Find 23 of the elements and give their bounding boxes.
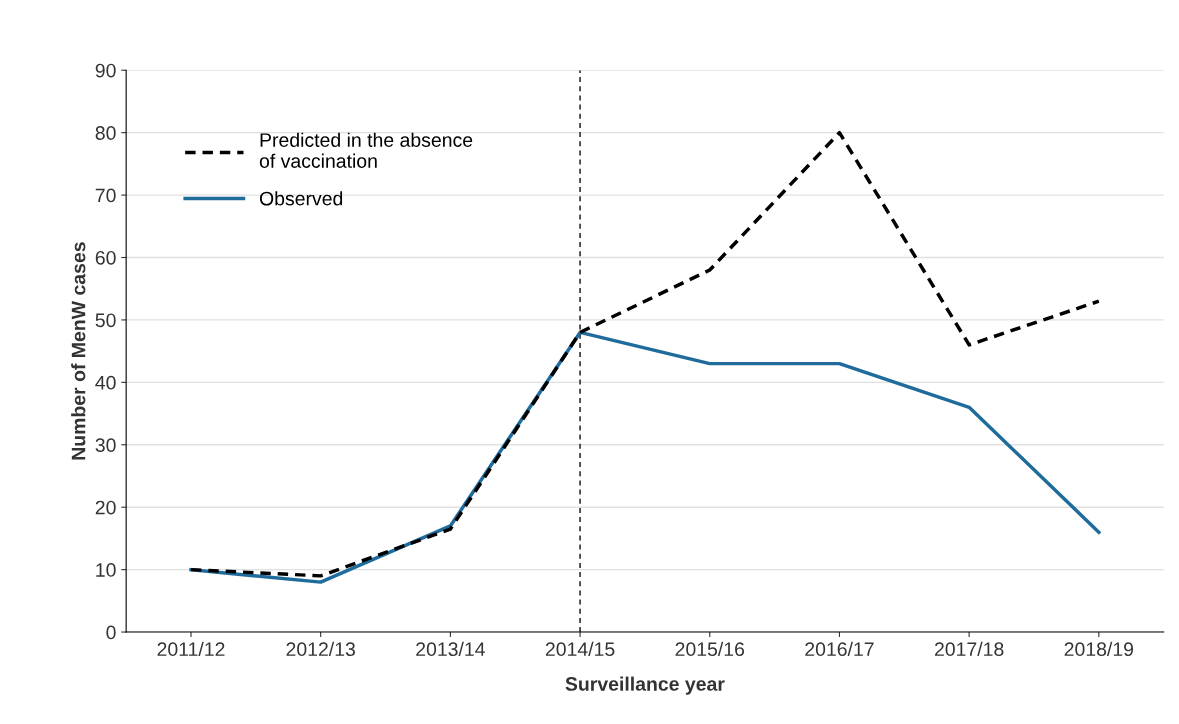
x-tick-label: 2015/16: [675, 641, 745, 657]
y-tick-label: 40: [95, 375, 116, 390]
y-tick-label: 50: [95, 313, 116, 328]
line-series: [189, 130, 1101, 578]
legend-label: Predicted in the absence of vaccination: [259, 132, 473, 168]
x-tick-label: 2013/14: [416, 641, 485, 657]
x-tick-label: 2017/18: [934, 641, 1004, 657]
x-tick-label: 2014/15: [545, 641, 615, 657]
y-tick-label: 30: [95, 438, 116, 453]
x-tick-label: 2016/17: [805, 641, 874, 657]
y-tick-label: 10: [96, 563, 116, 577]
y-tick-label: 70: [95, 188, 116, 203]
y-axis-title: Number of MenW cases: [71, 242, 86, 460]
y-tick-label: 90: [95, 63, 116, 78]
legend-label: Observed: [259, 191, 343, 206]
y-tick-label: 80: [95, 126, 116, 140]
x-tick-label: 2018/19: [1064, 641, 1134, 657]
y-tick-label: 20: [95, 500, 116, 515]
x-tick-label: 2012/13: [286, 641, 355, 657]
y-tick-label: 60: [95, 250, 116, 265]
y-tick-label: 0: [106, 625, 116, 640]
x-axis-title: Surveillance year: [565, 676, 725, 695]
x-tick-label: 2011/12: [157, 641, 225, 657]
